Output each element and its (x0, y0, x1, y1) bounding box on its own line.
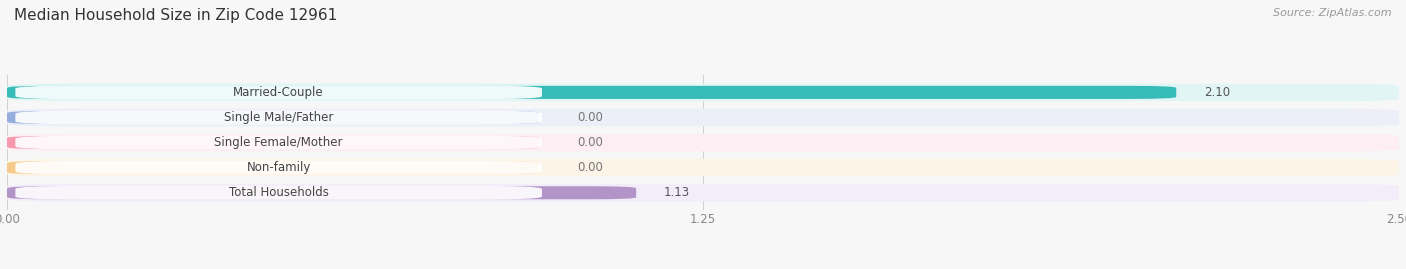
FancyBboxPatch shape (7, 136, 538, 149)
FancyBboxPatch shape (15, 186, 541, 200)
FancyBboxPatch shape (7, 111, 538, 124)
Text: Median Household Size in Zip Code 12961: Median Household Size in Zip Code 12961 (14, 8, 337, 23)
Text: Non-family: Non-family (246, 161, 311, 174)
FancyBboxPatch shape (7, 159, 1399, 176)
Text: 2.10: 2.10 (1204, 86, 1230, 99)
FancyBboxPatch shape (7, 186, 636, 199)
FancyBboxPatch shape (15, 111, 541, 124)
Text: Total Households: Total Households (229, 186, 329, 199)
Text: 0.00: 0.00 (578, 136, 603, 149)
FancyBboxPatch shape (7, 84, 1399, 101)
FancyBboxPatch shape (7, 134, 1399, 151)
Text: 1.13: 1.13 (664, 186, 690, 199)
Text: Source: ZipAtlas.com: Source: ZipAtlas.com (1274, 8, 1392, 18)
FancyBboxPatch shape (15, 136, 541, 149)
FancyBboxPatch shape (7, 184, 1399, 201)
FancyBboxPatch shape (15, 86, 541, 99)
Text: Single Female/Mother: Single Female/Mother (215, 136, 343, 149)
FancyBboxPatch shape (7, 86, 1177, 99)
Text: 0.00: 0.00 (578, 111, 603, 124)
Text: Single Male/Father: Single Male/Father (224, 111, 333, 124)
FancyBboxPatch shape (7, 161, 538, 174)
Text: 0.00: 0.00 (578, 161, 603, 174)
Text: Married-Couple: Married-Couple (233, 86, 323, 99)
FancyBboxPatch shape (15, 161, 541, 175)
FancyBboxPatch shape (7, 109, 1399, 126)
